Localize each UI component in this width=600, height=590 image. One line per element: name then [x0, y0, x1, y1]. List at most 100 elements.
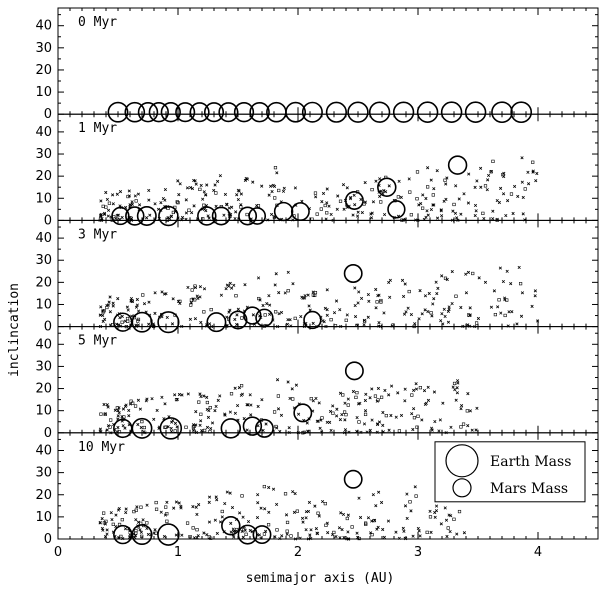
planetesimal-point: [381, 423, 385, 427]
planetesimal-point: [258, 298, 262, 302]
planetesimal-point: [196, 296, 200, 301]
planetesimal-point: [363, 409, 368, 413]
planetesimal-point: [266, 523, 271, 527]
planetesimal-point: [223, 501, 227, 506]
planetesimal-point: [506, 199, 510, 203]
planetesimal-point: [520, 180, 524, 184]
y-axis-label: inclincation: [7, 283, 22, 377]
planetesimal-point: [228, 308, 232, 312]
planetesimal-point: [481, 211, 485, 215]
panel-label: 1 Myr: [78, 121, 117, 136]
planetesimal-point: [125, 305, 129, 309]
panel-label: 5 Myr: [78, 334, 117, 349]
y-tick-label: 10: [35, 191, 52, 206]
planetesimal-point: [438, 418, 442, 422]
planetesimal-point: [109, 511, 113, 515]
planetesimal-point: [195, 294, 199, 298]
planetesimal-point: [420, 312, 424, 316]
planetesimal-point: [243, 283, 247, 287]
planetesimal-point: [414, 387, 419, 391]
planetesimal-point: [173, 429, 177, 433]
planetesimal-point: [452, 202, 456, 207]
planetesimal-point: [307, 500, 312, 504]
planetesimal-point: [186, 285, 190, 290]
planetesimal-point: [140, 534, 144, 538]
planetesimal-point: [357, 536, 361, 541]
planetesimal-point: [399, 195, 403, 199]
planetesimal-point: [176, 179, 180, 183]
planetesimal-point: [103, 412, 107, 416]
planetesimal-point: [456, 379, 460, 383]
planetesimal-point: [505, 269, 509, 273]
planetesimal-point: [453, 211, 458, 215]
y-tick-label: 20: [35, 63, 52, 78]
planetesimal-point: [204, 193, 208, 197]
planetesimal-point: [444, 518, 449, 522]
planetesimal-point: [136, 398, 140, 402]
planetesimal-point: [154, 500, 158, 505]
planetesimal-point: [285, 520, 290, 525]
planetesimal-point: [295, 509, 299, 513]
planetesimal-point: [384, 414, 388, 418]
planetesimal-point: [526, 170, 530, 174]
planetesimal-point: [338, 199, 343, 203]
planetesimal-point: [291, 490, 295, 494]
planetesimal-point: [439, 319, 443, 323]
planetesimal-point: [260, 184, 264, 188]
embryo-circle: [392, 101, 415, 123]
planetesimal-point: [325, 187, 329, 191]
planetesimal-point: [324, 523, 328, 527]
planetesimal-point: [163, 187, 167, 192]
planetesimal-point: [370, 418, 374, 422]
planetesimal-point: [501, 279, 505, 284]
planetesimal-point: [335, 407, 339, 411]
planetesimal-point: [285, 322, 290, 326]
embryo-circle: [124, 101, 146, 123]
planetesimal-point: [375, 527, 379, 531]
planetesimal-point: [255, 515, 260, 520]
planetesimal-point: [383, 388, 387, 393]
y-tick-label: 10: [35, 85, 52, 100]
embryo-circle: [285, 101, 307, 123]
planetesimal-point: [109, 418, 113, 422]
planetesimal-point: [370, 188, 374, 192]
planetesimal-point: [317, 401, 321, 405]
x-tick-label: 2: [294, 545, 302, 560]
planetesimal-point: [286, 270, 290, 274]
y-tick-label: 10: [35, 297, 52, 312]
planetesimal-point: [228, 281, 232, 285]
planetesimal-point: [198, 285, 202, 289]
planetesimal-point: [487, 173, 491, 178]
planetesimal-point: [230, 505, 235, 510]
planetesimal-point: [345, 516, 349, 521]
planetesimal-point: [198, 187, 202, 191]
planetesimal-point: [329, 212, 333, 217]
planetesimal-point: [421, 193, 425, 197]
planetesimal-point: [188, 317, 192, 321]
planetesimal-point: [171, 210, 175, 215]
embryo-circle: [206, 312, 227, 333]
planetesimal-point: [325, 201, 329, 205]
planetesimal-point: [140, 419, 144, 424]
planetesimal-point: [209, 536, 213, 540]
planetesimal-point: [323, 203, 327, 208]
y-tick-label: 40: [35, 19, 52, 34]
planetesimal-point: [177, 193, 181, 197]
planetesimal-point: [268, 312, 272, 316]
planetesimal-point: [414, 382, 418, 386]
planetesimal-point: [351, 213, 355, 217]
planetesimal-point: [520, 156, 524, 160]
planetesimal-point: [521, 212, 525, 216]
planetesimal-point: [208, 405, 212, 410]
planetesimal-point: [362, 323, 366, 327]
planetesimal-point: [131, 401, 135, 405]
planetesimal-point: [409, 509, 413, 513]
embryo-circle: [344, 191, 364, 210]
planetesimal-point: [346, 397, 350, 401]
embryo-circle: [248, 207, 267, 225]
planetesimal-point: [515, 322, 519, 326]
planetesimal-point: [229, 521, 233, 525]
planetesimal-point: [207, 500, 211, 504]
planetesimal-point: [344, 413, 348, 417]
planetesimal-point: [501, 192, 506, 196]
